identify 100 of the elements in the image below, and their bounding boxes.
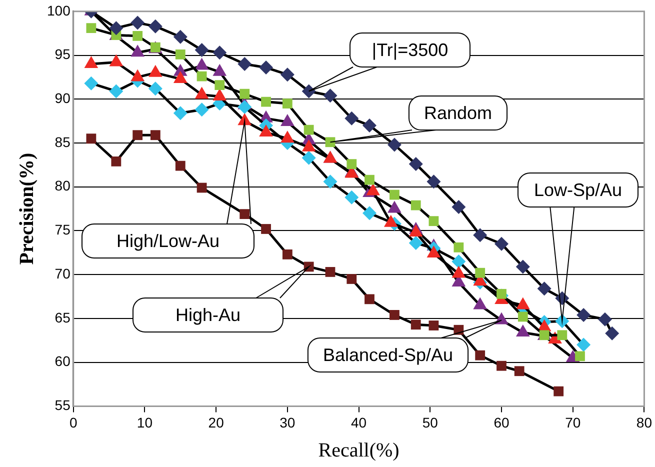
point <box>109 84 124 98</box>
point <box>516 260 530 274</box>
point <box>554 386 564 396</box>
y-tick-label: 90 <box>54 90 71 106</box>
point <box>194 43 209 58</box>
point <box>428 320 439 330</box>
point <box>410 200 421 210</box>
point <box>323 174 338 189</box>
point <box>280 68 294 82</box>
text: Balanced-Sp/Au <box>322 344 454 365</box>
point <box>575 351 585 362</box>
x-tick-label: 10 <box>136 414 153 430</box>
y-tick-label: 70 <box>54 265 71 282</box>
x-tick-label: 30 <box>280 414 296 430</box>
point <box>387 138 402 152</box>
point <box>344 190 359 204</box>
y-tick-label: 75 <box>54 222 71 238</box>
point <box>261 224 271 234</box>
y-axis-title: Precision(%) <box>16 152 38 265</box>
point <box>238 100 252 114</box>
x-tick-label: 0 <box>69 414 78 430</box>
y-tick-label: 55 <box>54 397 71 414</box>
x-tick-label: 40 <box>350 414 367 430</box>
point <box>194 102 209 117</box>
point <box>475 268 486 278</box>
point <box>109 21 124 36</box>
point <box>408 157 423 172</box>
x-tick-label: 50 <box>422 414 438 430</box>
x-tick-label: 70 <box>565 414 581 430</box>
point <box>364 174 374 185</box>
point <box>537 282 552 296</box>
point <box>390 310 400 320</box>
point <box>240 88 250 99</box>
point <box>514 366 524 376</box>
y-tick-label: 100 <box>47 2 71 18</box>
point <box>175 160 186 171</box>
point <box>282 98 292 108</box>
point <box>428 216 439 226</box>
point <box>173 106 188 120</box>
x-tick-label: 60 <box>494 414 510 430</box>
point <box>240 209 250 220</box>
point <box>196 71 207 82</box>
point <box>496 288 506 299</box>
point <box>84 76 98 90</box>
point <box>323 88 338 103</box>
point <box>148 19 162 34</box>
point <box>304 124 314 135</box>
point <box>454 242 464 252</box>
point <box>259 60 274 75</box>
point <box>452 200 466 214</box>
x-axis-title: Recall(%) <box>318 439 400 462</box>
point <box>132 31 143 41</box>
point <box>214 80 225 90</box>
point <box>408 236 423 250</box>
text: Low-Sp/Au <box>534 180 622 200</box>
point <box>452 254 466 268</box>
point <box>344 111 359 126</box>
point <box>475 350 486 360</box>
point <box>148 82 162 96</box>
point <box>302 84 316 98</box>
point <box>390 190 400 200</box>
point <box>132 130 143 140</box>
point <box>175 49 186 60</box>
point <box>325 137 336 148</box>
x-tick-label: 20 <box>208 414 224 430</box>
point <box>576 338 591 352</box>
point <box>494 236 508 251</box>
point <box>605 326 620 340</box>
point <box>346 274 357 284</box>
point <box>238 57 252 72</box>
point <box>196 182 207 193</box>
x-tick-label: 80 <box>636 414 652 430</box>
point <box>362 118 376 132</box>
point <box>130 16 145 30</box>
point <box>86 23 96 34</box>
point <box>364 294 374 304</box>
point <box>302 150 316 165</box>
y-tick-label: 60 <box>54 353 71 370</box>
point <box>173 30 188 44</box>
point <box>576 308 591 322</box>
y-tick-label: 80 <box>54 178 71 194</box>
y-tick-label: 65 <box>54 309 71 326</box>
point <box>362 206 376 220</box>
point <box>86 134 96 144</box>
point <box>557 330 568 340</box>
y-tick-label: 85 <box>54 134 71 150</box>
point <box>598 312 612 326</box>
point <box>212 46 227 60</box>
point <box>111 156 122 166</box>
y-tick-label: 95 <box>54 46 71 62</box>
point <box>150 130 160 140</box>
point <box>426 174 441 189</box>
point <box>325 267 336 277</box>
point <box>282 249 292 260</box>
point <box>346 159 357 170</box>
point <box>496 360 506 371</box>
text: |Tr|=3500 <box>372 40 448 60</box>
point <box>473 228 488 242</box>
text: Random <box>424 102 492 123</box>
text: High-Au <box>175 304 241 325</box>
